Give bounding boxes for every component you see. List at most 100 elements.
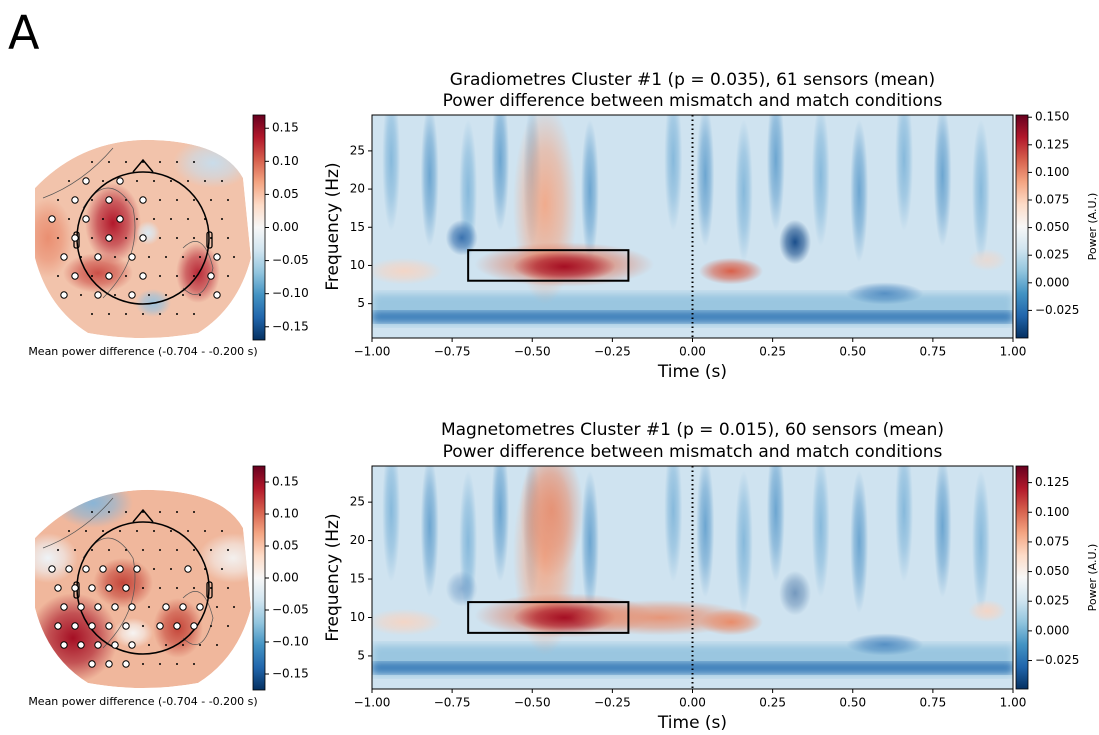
sensor — [102, 530, 104, 532]
y-tick-label: 20 — [350, 533, 365, 547]
activity — [35, 198, 73, 278]
sensor — [159, 275, 161, 277]
x-tick-label: 0.25 — [759, 696, 786, 710]
chart-subtitle: Power difference between mismatch and ma… — [443, 91, 943, 111]
sensor — [142, 625, 144, 627]
sensor — [142, 663, 144, 665]
sensor — [91, 549, 93, 551]
sensor — [116, 565, 124, 573]
sensor — [136, 218, 138, 220]
activity — [372, 608, 443, 636]
colorbar-tick-label: 0.15 — [272, 475, 299, 489]
activity — [968, 599, 1007, 623]
x-axis-label: Mean power difference (-0.704 - -0.200 s… — [28, 345, 257, 358]
sensor — [193, 663, 195, 665]
sensor — [193, 587, 195, 589]
sensor — [139, 272, 147, 280]
colorbar-tick-label: 0.125 — [1035, 475, 1069, 489]
sensor — [148, 256, 150, 258]
colorbar-label: Power (A.U.) — [1086, 193, 1099, 261]
activity — [35, 533, 78, 583]
sensor — [57, 199, 59, 201]
sensor — [125, 275, 127, 277]
activity — [85, 183, 141, 263]
stripe — [850, 119, 869, 263]
ear — [206, 581, 213, 599]
activity — [173, 139, 251, 188]
y-axis-label: Frequency (Hz) — [323, 513, 343, 641]
sensor — [173, 622, 181, 630]
colorbar-tick-label: −0.15 — [272, 319, 309, 333]
colorbar-tick-label: 0.025 — [1035, 248, 1069, 262]
stripe — [491, 466, 510, 582]
stripe — [420, 466, 439, 598]
sensor — [60, 291, 68, 299]
sensor — [128, 641, 136, 649]
stripe — [850, 470, 869, 614]
sensor — [182, 644, 184, 646]
sensor — [91, 313, 93, 315]
y-tick-label: 10 — [350, 610, 365, 624]
sensor — [210, 549, 212, 551]
sensor — [227, 199, 229, 201]
sensor — [71, 234, 79, 242]
colorbar-label: Power (A.U.) — [1086, 544, 1099, 612]
sensor — [193, 275, 195, 277]
x-axis-label: Mean power difference (-0.704 - -0.200 s… — [28, 695, 257, 708]
x-tick-label: −0.50 — [514, 345, 551, 359]
sensor — [94, 291, 102, 299]
sensor — [102, 180, 104, 182]
colorbar-tick-label: −0.05 — [272, 603, 309, 617]
activity — [372, 257, 443, 285]
sensor — [216, 644, 218, 646]
sensor — [176, 161, 178, 163]
activity — [35, 593, 118, 683]
sensor — [142, 161, 144, 163]
sensor — [196, 603, 204, 611]
chart-subtitle: Power difference between mismatch and ma… — [443, 442, 943, 462]
sensor — [133, 565, 141, 573]
sensor — [80, 294, 82, 296]
sensor — [210, 587, 212, 589]
sensor — [108, 313, 110, 315]
sensor — [71, 622, 79, 630]
sensor — [48, 215, 56, 223]
sensor — [221, 180, 223, 182]
sensor — [199, 294, 201, 296]
sensor — [199, 256, 201, 258]
activity — [968, 248, 1007, 272]
sensor — [170, 568, 172, 570]
sensor — [82, 215, 90, 223]
sensor — [142, 511, 144, 513]
sensor — [116, 177, 124, 185]
stripe — [580, 470, 599, 614]
sensor — [187, 180, 189, 182]
highlight-box — [467, 249, 630, 282]
stripe — [766, 466, 785, 582]
sensor — [105, 234, 113, 242]
sensor — [54, 622, 62, 630]
sensor — [227, 237, 229, 239]
x-tick-label: −1.00 — [354, 345, 391, 359]
colorbar-tick-label: −0.10 — [272, 286, 309, 300]
sensor — [159, 663, 161, 665]
colorbar — [252, 465, 266, 691]
sensor — [88, 622, 96, 630]
x-tick-label: 1.00 — [1000, 345, 1027, 359]
sensor — [204, 530, 206, 532]
sensor — [199, 644, 201, 646]
sensor — [176, 313, 178, 315]
sensor — [184, 565, 192, 573]
stripe — [895, 466, 914, 582]
sensor — [122, 622, 130, 630]
sensor — [128, 603, 136, 611]
sensor — [82, 177, 90, 185]
sensor — [233, 606, 235, 608]
ear — [206, 231, 213, 249]
sensor — [210, 625, 212, 627]
sensor — [105, 272, 113, 280]
colorbar — [1015, 114, 1029, 339]
x-tick-label: 0.25 — [759, 345, 786, 359]
sensor — [176, 663, 178, 665]
colorbar-tick-label: −0.025 — [1035, 303, 1079, 317]
